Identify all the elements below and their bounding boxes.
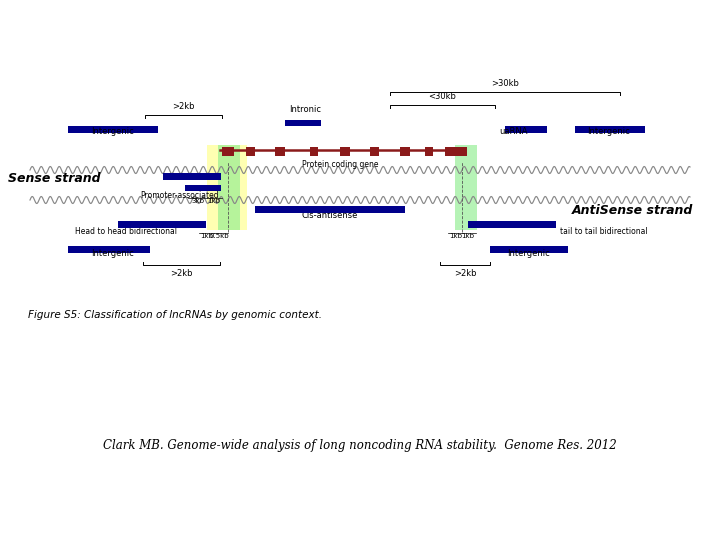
Text: Intergenic: Intergenic — [91, 249, 135, 258]
Bar — [445, 147, 455, 156]
Bar — [218, 145, 240, 230]
Text: 1kb: 1kb — [462, 233, 474, 239]
Text: Clark MB. Genome-wide analysis of long noncoding RNA stability.  Genome Res. 201: Clark MB. Genome-wide analysis of long n… — [103, 438, 617, 451]
Bar — [255, 206, 360, 213]
Text: 3kb: 3kb — [192, 198, 204, 204]
Text: Promoter-associated: Promoter-associated — [140, 192, 219, 200]
Bar — [246, 147, 255, 156]
Text: Intergenic: Intergenic — [507, 249, 549, 258]
Bar — [285, 120, 321, 126]
Bar — [68, 126, 158, 133]
Bar — [340, 206, 405, 213]
Text: Intergenic: Intergenic — [91, 127, 135, 136]
Text: 0.5kb: 0.5kb — [210, 233, 229, 239]
Text: AntiSense strand: AntiSense strand — [572, 204, 693, 217]
Bar — [185, 185, 221, 191]
Text: >2kb: >2kb — [454, 269, 476, 278]
Bar — [222, 147, 234, 156]
Text: Sense strand: Sense strand — [8, 172, 101, 185]
Bar — [68, 246, 150, 253]
Bar — [340, 147, 350, 156]
Text: >30kb: >30kb — [491, 79, 519, 88]
Text: 1kb: 1kb — [449, 233, 462, 239]
Bar — [455, 145, 477, 230]
Text: >2kb: >2kb — [172, 102, 194, 111]
Text: Intronic: Intronic — [289, 105, 321, 114]
Text: Protein coding gene: Protein coding gene — [302, 160, 378, 169]
Bar — [505, 126, 547, 133]
Bar — [118, 221, 206, 228]
Bar — [455, 147, 467, 156]
Text: Figure S5: Classification of lncRNAs by genomic context.: Figure S5: Classification of lncRNAs by … — [28, 310, 322, 320]
Bar — [425, 147, 433, 156]
Text: Head to head bidirectional: Head to head bidirectional — [75, 227, 177, 237]
Bar — [207, 145, 247, 230]
Text: <30kb: <30kb — [428, 92, 456, 101]
Bar — [490, 246, 568, 253]
Text: Intergenic: Intergenic — [587, 127, 629, 136]
Text: uaRNA: uaRNA — [500, 127, 528, 136]
Text: >2kb: >2kb — [170, 269, 193, 278]
Bar — [370, 147, 379, 156]
Bar — [275, 147, 285, 156]
Text: tail to tail bidirectional: tail to tail bidirectional — [560, 227, 647, 237]
Bar — [400, 147, 410, 156]
Bar — [575, 126, 645, 133]
Text: 1kb: 1kb — [207, 198, 220, 204]
Text: 1kb: 1kb — [200, 233, 214, 239]
Bar — [468, 221, 556, 228]
Bar — [163, 173, 221, 180]
Bar — [310, 147, 318, 156]
Text: Cis-antisense: Cis-antisense — [302, 211, 358, 220]
